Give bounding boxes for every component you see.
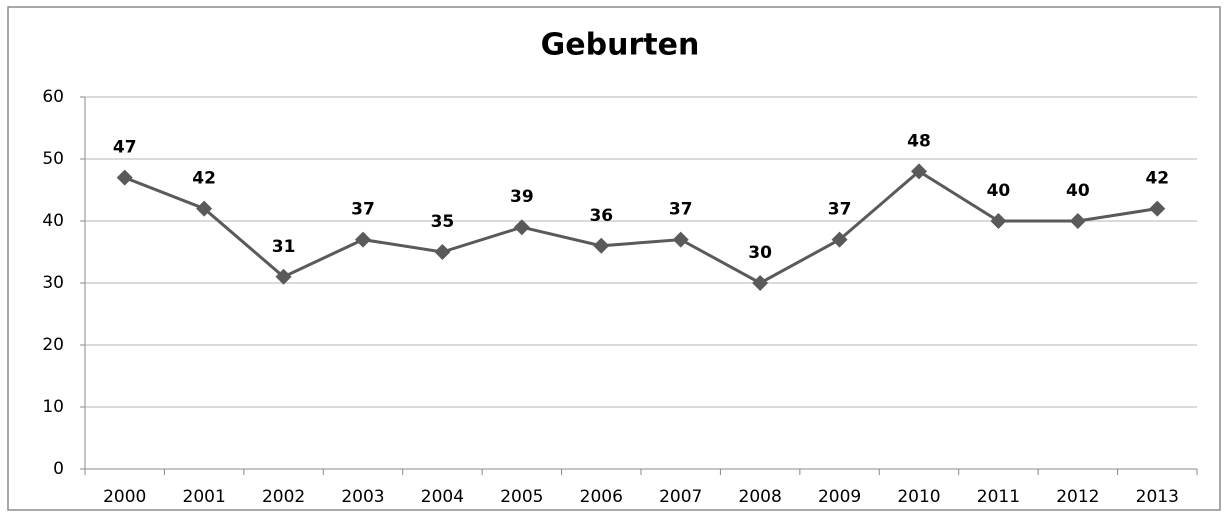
y-tick-label: 10 <box>42 397 64 417</box>
y-tick-label: 20 <box>42 335 64 355</box>
data-label: 30 <box>748 243 772 263</box>
x-tick-label: 2002 <box>262 487 305 507</box>
marker <box>196 200 213 217</box>
marker <box>1149 200 1166 217</box>
x-tick-label: 2000 <box>103 487 146 507</box>
data-label: 37 <box>828 200 852 220</box>
data-label: 48 <box>907 131 931 151</box>
data-label: 39 <box>510 187 534 207</box>
data-label: 47 <box>113 138 137 158</box>
marker <box>831 231 848 248</box>
x-tick-label: 2010 <box>897 487 940 507</box>
y-tick-label: 0 <box>53 459 64 479</box>
x-tick-label: 2007 <box>659 487 702 507</box>
x-tick-label: 2009 <box>818 487 861 507</box>
x-tick-label: 2006 <box>580 487 623 507</box>
x-tick-label: 2005 <box>500 487 543 507</box>
chart-title: Geburten <box>541 28 700 63</box>
x-tick-label: 2008 <box>739 487 782 507</box>
data-label: 42 <box>1145 169 1169 189</box>
x-tick-label: 2003 <box>341 487 384 507</box>
marker <box>911 163 927 180</box>
marker <box>752 275 769 291</box>
y-tick-label: 40 <box>42 211 64 231</box>
y-tick-label: 50 <box>42 149 64 169</box>
data-label: 40 <box>1066 181 1090 201</box>
data-label: 37 <box>669 200 693 220</box>
chart-border <box>7 6 1221 511</box>
marker <box>672 231 689 248</box>
marker <box>1069 213 1086 229</box>
marker <box>990 213 1007 229</box>
data-label: 35 <box>431 212 455 232</box>
y-tick-label: 30 <box>42 273 64 293</box>
marker <box>116 169 133 186</box>
marker <box>513 219 530 236</box>
x-tick-label: 2012 <box>1056 487 1099 507</box>
data-label: 31 <box>272 237 296 257</box>
data-label: 37 <box>351 200 375 220</box>
data-label: 42 <box>192 169 216 189</box>
x-tick-label: 2011 <box>977 487 1020 507</box>
marker <box>593 237 610 254</box>
line <box>124 169 1158 285</box>
x-tick-label: 2004 <box>421 487 464 507</box>
x-tick-label: 2013 <box>1136 487 1179 507</box>
marker <box>275 268 292 285</box>
data-label: 40 <box>987 181 1011 201</box>
y-tick-label: 60 <box>42 87 64 107</box>
marker <box>434 244 451 260</box>
marker <box>355 231 371 248</box>
data-label: 36 <box>589 206 613 226</box>
x-tick-label: 2001 <box>183 487 226 507</box>
